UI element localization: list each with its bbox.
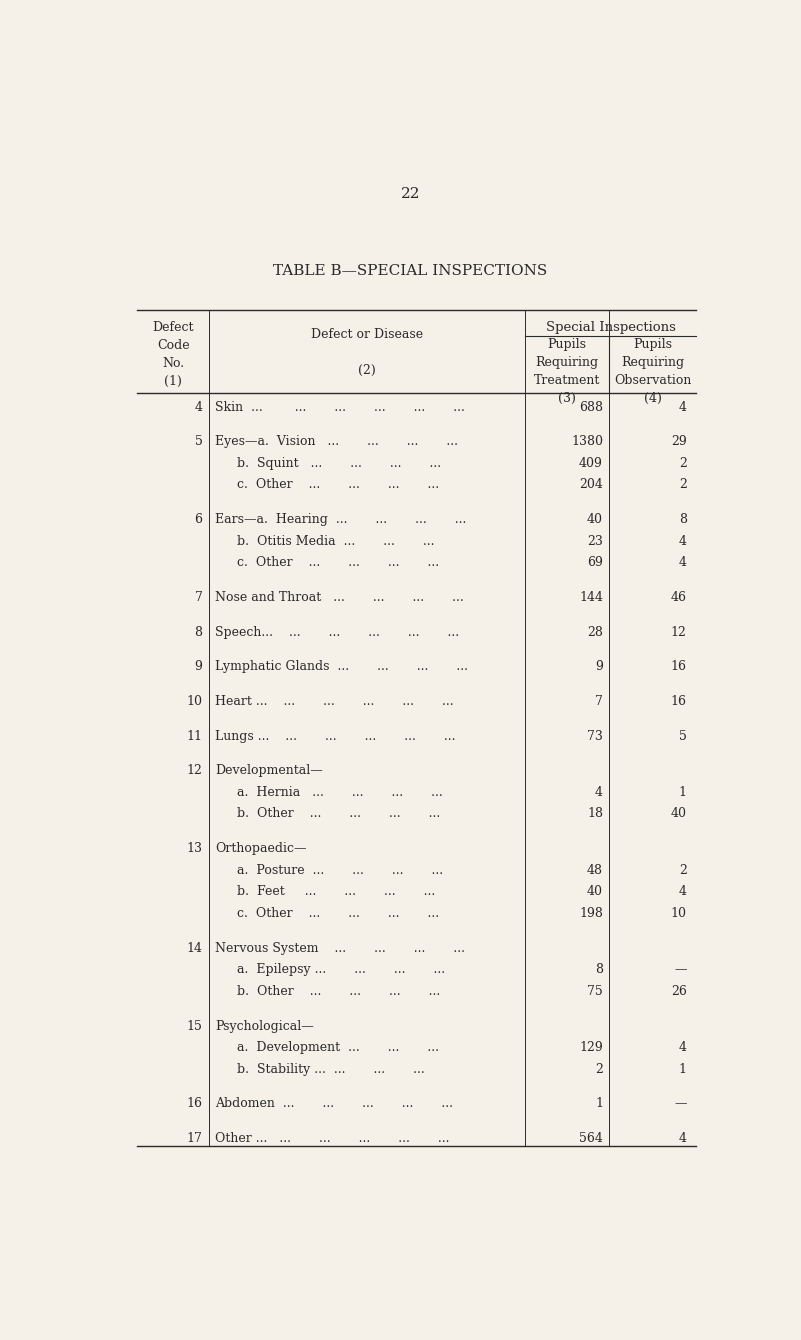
Text: Nervous System    ...       ...       ...       ...: Nervous System ... ... ... ...	[215, 942, 465, 954]
Text: 688: 688	[579, 401, 603, 414]
Text: 4: 4	[678, 401, 686, 414]
Text: 29: 29	[671, 436, 686, 448]
Text: 40: 40	[670, 808, 686, 820]
Text: b.  Otitis Media  ...       ...       ...: b. Otitis Media ... ... ...	[237, 535, 434, 548]
Text: 46: 46	[670, 591, 686, 604]
Text: 8: 8	[595, 963, 603, 977]
Text: 28: 28	[587, 626, 603, 639]
Text: c.  Other    ...       ...       ...       ...: c. Other ... ... ... ...	[237, 556, 439, 570]
Text: 9: 9	[195, 661, 203, 673]
Text: 1: 1	[678, 785, 686, 799]
Text: 198: 198	[579, 907, 603, 921]
Text: 73: 73	[587, 729, 603, 742]
Text: b.  Other    ...       ...       ...       ...: b. Other ... ... ... ...	[237, 808, 440, 820]
Text: 9: 9	[595, 661, 603, 673]
Text: Pupils
Requiring
Treatment
(3): Pupils Requiring Treatment (3)	[534, 338, 601, 405]
Text: c.  Other    ...       ...       ...       ...: c. Other ... ... ... ...	[237, 907, 439, 921]
Text: b.  Feet     ...       ...       ...       ...: b. Feet ... ... ... ...	[237, 886, 435, 898]
Text: 4: 4	[595, 785, 603, 799]
Text: 17: 17	[187, 1132, 203, 1146]
Text: 23: 23	[587, 535, 603, 548]
Text: b.  Squint   ...       ...       ...       ...: b. Squint ... ... ... ...	[237, 457, 441, 470]
Text: 4: 4	[678, 1132, 686, 1146]
Text: 8: 8	[195, 626, 203, 639]
Text: 204: 204	[579, 478, 603, 492]
Text: 11: 11	[187, 729, 203, 742]
Text: Special Inspections: Special Inspections	[545, 320, 676, 334]
Text: 8: 8	[678, 513, 686, 527]
Text: Psychological—: Psychological—	[215, 1020, 314, 1033]
Text: Abdomen  ...       ...       ...       ...       ...: Abdomen ... ... ... ... ...	[215, 1097, 453, 1111]
Text: 22: 22	[400, 186, 421, 201]
Text: Ears—a.  Hearing  ...       ...       ...       ...: Ears—a. Hearing ... ... ... ...	[215, 513, 466, 527]
Text: Lymphatic Glands  ...       ...       ...       ...: Lymphatic Glands ... ... ... ...	[215, 661, 468, 673]
Text: Developmental—: Developmental—	[215, 764, 323, 777]
Text: 1: 1	[678, 1063, 686, 1076]
Text: 4: 4	[678, 886, 686, 898]
Text: 2: 2	[679, 457, 686, 470]
Text: 75: 75	[587, 985, 603, 998]
Text: b.  Stability ...  ...       ...       ...: b. Stability ... ... ... ...	[237, 1063, 425, 1076]
Text: 12: 12	[187, 764, 203, 777]
Text: Orthopaedic—: Orthopaedic—	[215, 842, 307, 855]
Text: —: —	[674, 1097, 686, 1111]
Text: b.  Other    ...       ...       ...       ...: b. Other ... ... ... ...	[237, 985, 440, 998]
Text: 564: 564	[579, 1132, 603, 1146]
Text: Nose and Throat   ...       ...       ...       ...: Nose and Throat ... ... ... ...	[215, 591, 464, 604]
Text: a.  Epilepsy ...       ...       ...       ...: a. Epilepsy ... ... ... ...	[237, 963, 445, 977]
Text: 129: 129	[579, 1041, 603, 1055]
Text: a.  Development  ...       ...       ...: a. Development ... ... ...	[237, 1041, 439, 1055]
Text: c.  Other    ...       ...       ...       ...: c. Other ... ... ... ...	[237, 478, 439, 492]
Text: 40: 40	[587, 886, 603, 898]
Text: 5: 5	[195, 436, 203, 448]
Text: 2: 2	[679, 478, 686, 492]
Text: 10: 10	[670, 907, 686, 921]
Text: 4: 4	[678, 535, 686, 548]
Text: Defect or Disease

(2): Defect or Disease (2)	[311, 328, 423, 377]
Text: 15: 15	[187, 1020, 203, 1033]
Text: 4: 4	[678, 1041, 686, 1055]
Text: 2: 2	[595, 1063, 603, 1076]
Text: 12: 12	[671, 626, 686, 639]
Text: 69: 69	[587, 556, 603, 570]
Text: Skin  ...        ...       ...       ...       ...       ...: Skin ... ... ... ... ... ...	[215, 401, 465, 414]
Text: Other ...   ...       ...       ...       ...       ...: Other ... ... ... ... ... ...	[215, 1132, 449, 1146]
Text: 409: 409	[579, 457, 603, 470]
Text: 14: 14	[187, 942, 203, 954]
Text: 7: 7	[195, 591, 203, 604]
Text: a.  Posture  ...       ...       ...       ...: a. Posture ... ... ... ...	[237, 864, 443, 876]
Text: 2: 2	[679, 864, 686, 876]
Text: Heart ...    ...       ...       ...       ...       ...: Heart ... ... ... ... ... ...	[215, 695, 453, 708]
Text: TABLE B—SPECIAL INSPECTIONS: TABLE B—SPECIAL INSPECTIONS	[273, 264, 548, 277]
Text: 6: 6	[195, 513, 203, 527]
Text: 144: 144	[579, 591, 603, 604]
Text: Pupils
Requiring
Observation
(4): Pupils Requiring Observation (4)	[614, 338, 691, 405]
Text: —: —	[674, 963, 686, 977]
Text: 13: 13	[187, 842, 203, 855]
Text: 4: 4	[678, 556, 686, 570]
Text: 7: 7	[595, 695, 603, 708]
Text: 1380: 1380	[571, 436, 603, 448]
Text: 1: 1	[595, 1097, 603, 1111]
Text: 16: 16	[670, 695, 686, 708]
Text: 4: 4	[195, 401, 203, 414]
Text: a.  Hernia   ...       ...       ...       ...: a. Hernia ... ... ... ...	[237, 785, 442, 799]
Text: Defect
Code
No.
(1): Defect Code No. (1)	[152, 320, 194, 387]
Text: 26: 26	[671, 985, 686, 998]
Text: 16: 16	[670, 661, 686, 673]
Text: Speech...    ...       ...       ...       ...       ...: Speech... ... ... ... ... ...	[215, 626, 459, 639]
Text: 40: 40	[587, 513, 603, 527]
Text: 10: 10	[187, 695, 203, 708]
Text: Eyes—a.  Vision   ...       ...       ...       ...: Eyes—a. Vision ... ... ... ...	[215, 436, 458, 448]
Text: 48: 48	[587, 864, 603, 876]
Text: 16: 16	[187, 1097, 203, 1111]
Text: 5: 5	[679, 729, 686, 742]
Text: 18: 18	[587, 808, 603, 820]
Text: Lungs ...    ...       ...       ...       ...       ...: Lungs ... ... ... ... ... ...	[215, 729, 456, 742]
